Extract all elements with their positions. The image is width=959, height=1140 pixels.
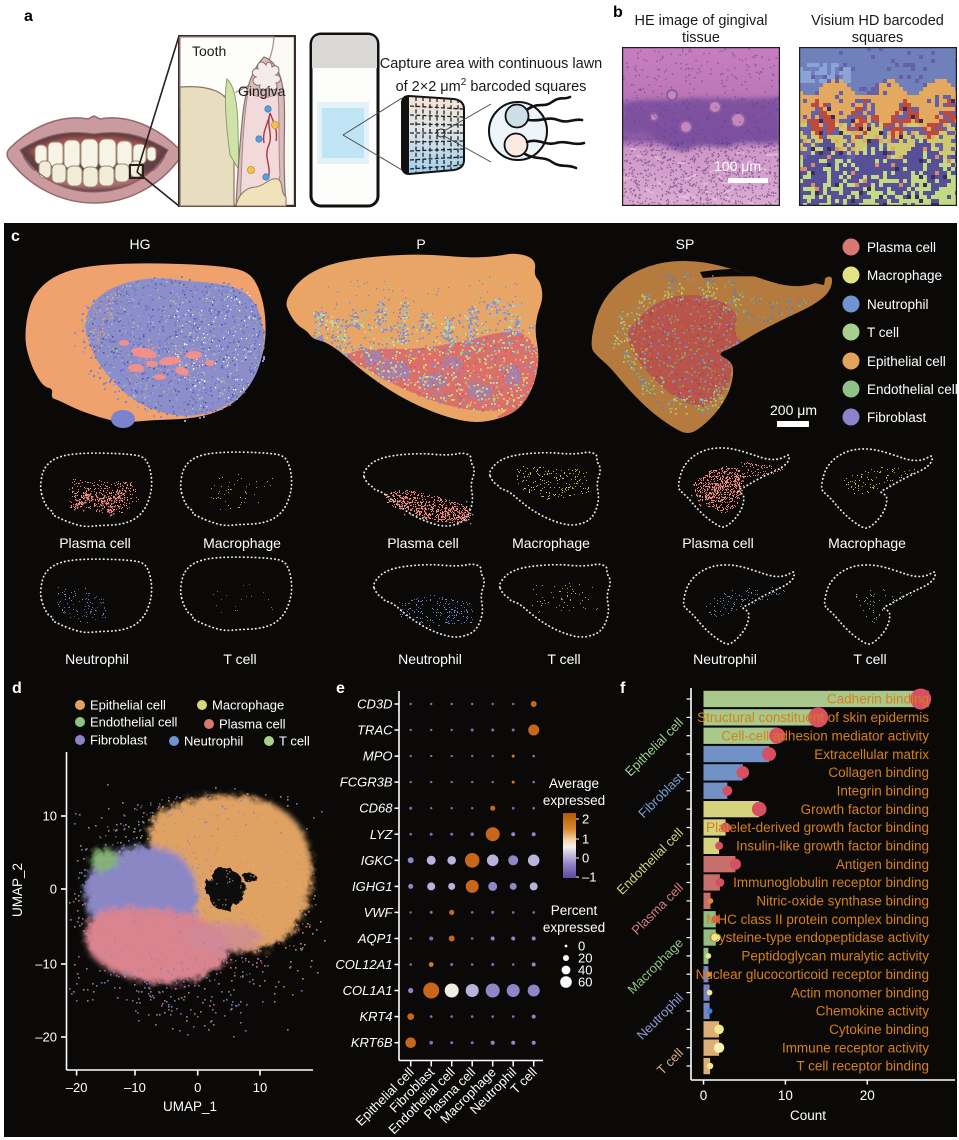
- svg-text:Growth factor binding: Growth factor binding: [801, 802, 929, 817]
- svg-text:CD68: CD68: [359, 801, 393, 816]
- svg-text:40: 40: [578, 963, 592, 978]
- svg-text:Tooth: Tooth: [192, 43, 226, 59]
- svg-text:Fibroblast: Fibroblast: [867, 410, 927, 425]
- svg-text:Macrophage: Macrophage: [867, 268, 942, 283]
- svg-text:0: 0: [194, 1080, 201, 1095]
- svg-text:Epithelial cell: Epithelial cell: [867, 354, 946, 369]
- svg-text:–10: –10: [124, 1080, 146, 1095]
- svg-text:Macrophage: Macrophage: [624, 935, 686, 997]
- svg-text:KRT6B: KRT6B: [351, 1035, 393, 1050]
- svg-text:–1: –1: [582, 870, 596, 885]
- svg-text:TRAC: TRAC: [357, 723, 393, 738]
- svg-text:1: 1: [582, 832, 589, 847]
- svg-text:Average: Average: [549, 776, 599, 791]
- svg-text:COL1A1: COL1A1: [343, 983, 393, 998]
- svg-text:UMAP_2: UMAP_2: [10, 863, 25, 917]
- svg-text:10: 10: [778, 1088, 793, 1103]
- svg-text:10: 10: [43, 809, 57, 824]
- svg-text:Percent: Percent: [551, 903, 598, 918]
- svg-text:IGHG1: IGHG1: [352, 879, 392, 894]
- svg-text:100 μm: 100 μm: [714, 158, 761, 174]
- svg-text:LYZ: LYZ: [370, 827, 394, 842]
- svg-text:Macrophage: Macrophage: [212, 698, 284, 713]
- svg-text:Fibroblast: Fibroblast: [635, 770, 686, 821]
- svg-text:–10: –10: [35, 957, 57, 972]
- svg-text:Neutrophil: Neutrophil: [634, 990, 687, 1043]
- svg-text:expressed: expressed: [543, 793, 605, 808]
- svg-text:Neutrophil: Neutrophil: [184, 734, 243, 749]
- svg-text:Cell-cell adhesion mediator ac: Cell-cell adhesion mediator activity: [721, 728, 929, 743]
- svg-text:–20: –20: [35, 1030, 57, 1045]
- svg-text:Gingiva: Gingiva: [238, 83, 286, 99]
- svg-text:CD3D: CD3D: [357, 697, 392, 712]
- svg-text:Plasma cell: Plasma cell: [219, 717, 286, 732]
- svg-text:Cadherin binding: Cadherin binding: [827, 692, 929, 707]
- svg-text:Extracellular matrix: Extracellular matrix: [814, 747, 929, 762]
- svg-text:Collagen binding: Collagen binding: [828, 765, 929, 780]
- svg-text:Cytokine binding: Cytokine binding: [829, 1022, 929, 1037]
- svg-text:VWF: VWF: [364, 905, 394, 920]
- svg-text:Insulin-like growth factor bin: Insulin-like growth factor binding: [736, 839, 929, 854]
- svg-text:MPO: MPO: [363, 749, 393, 764]
- svg-text:T cell: T cell: [867, 325, 899, 340]
- svg-text:Plasma cell: Plasma cell: [867, 240, 936, 255]
- svg-text:Platelet-derived growth factor: Platelet-derived growth factor binding: [706, 820, 929, 835]
- svg-text:T cell: T cell: [654, 1045, 686, 1077]
- svg-text:expressed: expressed: [543, 920, 605, 935]
- svg-text:Integrin binding: Integrin binding: [837, 784, 929, 799]
- svg-text:T cell receptor binding: T cell receptor binding: [796, 1059, 929, 1074]
- svg-text:Endothelial cell: Endothelial cell: [90, 715, 178, 730]
- svg-text:0: 0: [50, 882, 57, 897]
- svg-text:Nitric-oxide synthase binding: Nitric-oxide synthase binding: [756, 894, 929, 909]
- svg-text:Count: Count: [790, 1108, 826, 1123]
- svg-text:Immune receptor activity: Immune receptor activity: [782, 1040, 929, 1055]
- svg-text:Chemokine activity: Chemokine activity: [816, 1004, 930, 1019]
- svg-text:20: 20: [578, 951, 592, 966]
- svg-text:FCGR3B: FCGR3B: [340, 775, 393, 790]
- svg-text:60: 60: [578, 975, 592, 990]
- svg-text:COL12A1: COL12A1: [335, 957, 392, 972]
- svg-text:Immunoglobulin receptor bindin: Immunoglobulin receptor binding: [733, 875, 929, 890]
- svg-text:MHC class II protein complex b: MHC class II protein complex binding: [706, 912, 929, 927]
- svg-text:IGKC: IGKC: [361, 853, 393, 868]
- svg-text:Epithelial cell: Epithelial cell: [90, 698, 166, 713]
- svg-text:Plasma cell: Plasma cell: [629, 880, 687, 938]
- svg-text:Actin monomer binding: Actin monomer binding: [791, 985, 929, 1000]
- svg-text:20: 20: [860, 1088, 875, 1103]
- svg-text:Neutrophil: Neutrophil: [867, 297, 929, 312]
- svg-text:0: 0: [578, 939, 585, 954]
- svg-text:Epithelial cell: Epithelial cell: [622, 715, 686, 779]
- svg-text:Peptidoglycan muralytic activi: Peptidoglycan muralytic activity: [741, 949, 929, 964]
- svg-text:0: 0: [700, 1088, 708, 1103]
- svg-text:–20: –20: [66, 1080, 88, 1095]
- svg-text:KRT4: KRT4: [360, 1009, 393, 1024]
- svg-text:AQP1: AQP1: [357, 931, 393, 946]
- svg-text:Structural constituent of skin: Structural constituent of skin epidermis: [697, 710, 929, 725]
- svg-text:Fibroblast: Fibroblast: [90, 733, 147, 748]
- svg-text:UMAP_1: UMAP_1: [163, 1099, 217, 1114]
- svg-text:2: 2: [582, 812, 589, 827]
- svg-text:10: 10: [253, 1080, 267, 1095]
- svg-text:T cell: T cell: [279, 734, 310, 749]
- svg-text:Nuclear glucocorticoid recepto: Nuclear glucocorticoid receptor binding: [696, 967, 929, 982]
- svg-text:Cysteine-type endopeptidase ac: Cysteine-type endopeptidase activity: [709, 930, 929, 945]
- svg-text:Antigen binding: Antigen binding: [836, 857, 929, 872]
- svg-text:0: 0: [582, 851, 589, 866]
- svg-text:Endothelial cell: Endothelial cell: [867, 382, 958, 397]
